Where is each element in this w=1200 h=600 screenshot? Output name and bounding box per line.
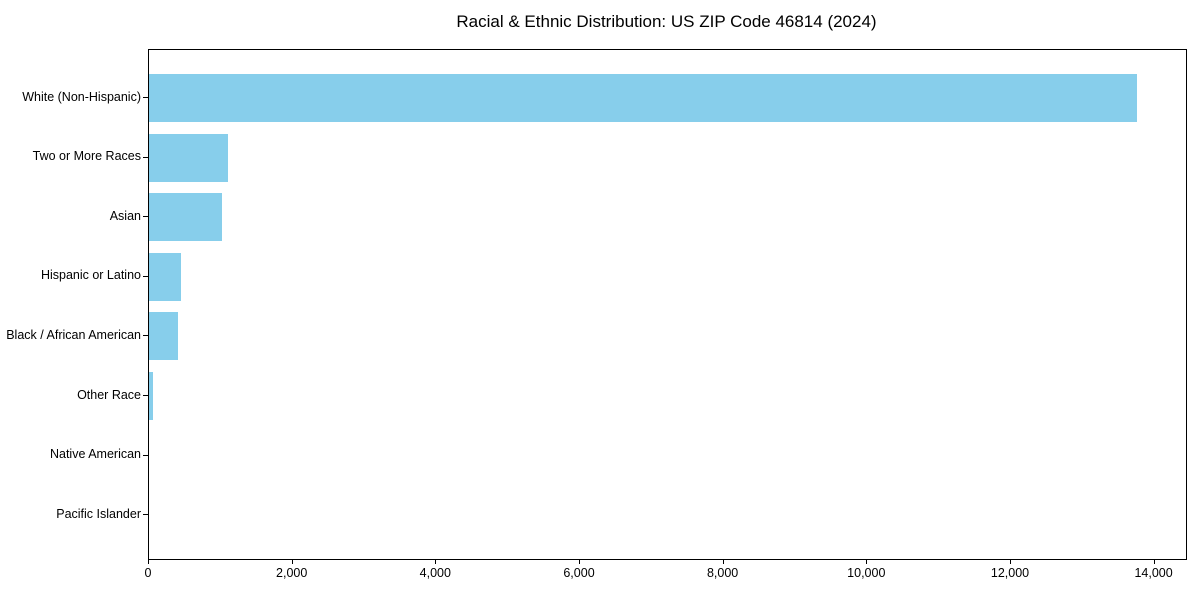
y-axis-tick xyxy=(143,514,148,516)
x-axis-tick-label-10-000: 10,000 xyxy=(847,566,886,580)
x-axis-tick xyxy=(1010,559,1011,564)
bar-two-or-more-races xyxy=(149,133,228,182)
x-axis-tick xyxy=(866,559,868,564)
bar-hispanic-or-latino xyxy=(149,252,182,301)
y-axis-tick xyxy=(143,275,148,277)
x-axis-tick-label-8-000: 8,000 xyxy=(706,566,739,580)
y-axis-label-hispanic-or-latino: Hispanic or Latino xyxy=(40,268,141,283)
y-axis-label-native-american: Native American xyxy=(49,447,141,462)
x-axis-tick xyxy=(722,559,724,564)
x-axis-tick xyxy=(291,559,293,564)
y-axis-tick xyxy=(143,216,148,218)
x-axis-tick xyxy=(579,559,580,564)
y-axis-tick xyxy=(143,395,148,396)
x-axis-tick-label-2-000: 2,000 xyxy=(276,566,308,580)
bar-black-african-american xyxy=(149,312,178,361)
plot-area xyxy=(148,49,1187,560)
x-axis-tick xyxy=(435,559,437,564)
y-axis-label-other-race: Other Race xyxy=(77,387,141,402)
bar-other-race xyxy=(149,372,153,420)
x-axis-tick-label-6-000: 6,000 xyxy=(563,566,595,580)
x-axis-tick-label-14-000: 14,000 xyxy=(1134,566,1173,580)
y-axis-label-two-or-more-races: Two or More Races xyxy=(32,149,141,164)
y-axis-label-black-african-american: Black / African American xyxy=(6,327,141,342)
x-axis-tick-label-0: 0 xyxy=(144,566,152,580)
x-axis-tick-label-12-000: 12,000 xyxy=(990,566,1030,580)
x-axis-tick xyxy=(1153,559,1155,564)
bar-white-non-hispanic xyxy=(149,74,1137,122)
y-axis-tick xyxy=(143,97,148,98)
x-axis-tick-label-4-000: 4,000 xyxy=(419,566,451,580)
x-axis-tick xyxy=(148,559,149,564)
y-axis-label-pacific-islander: Pacific Islander xyxy=(56,506,141,521)
y-axis-tick xyxy=(143,335,148,337)
y-axis-tick xyxy=(143,156,148,158)
bar-asian xyxy=(149,193,223,242)
y-axis-tick xyxy=(143,454,148,456)
chart-title: Racial & Ethnic Distribution: US ZIP Cod… xyxy=(456,12,877,31)
y-axis-label-white-non-hispanic: White (Non-Hispanic) xyxy=(22,89,141,104)
y-axis-label-asian: Asian xyxy=(109,208,141,223)
